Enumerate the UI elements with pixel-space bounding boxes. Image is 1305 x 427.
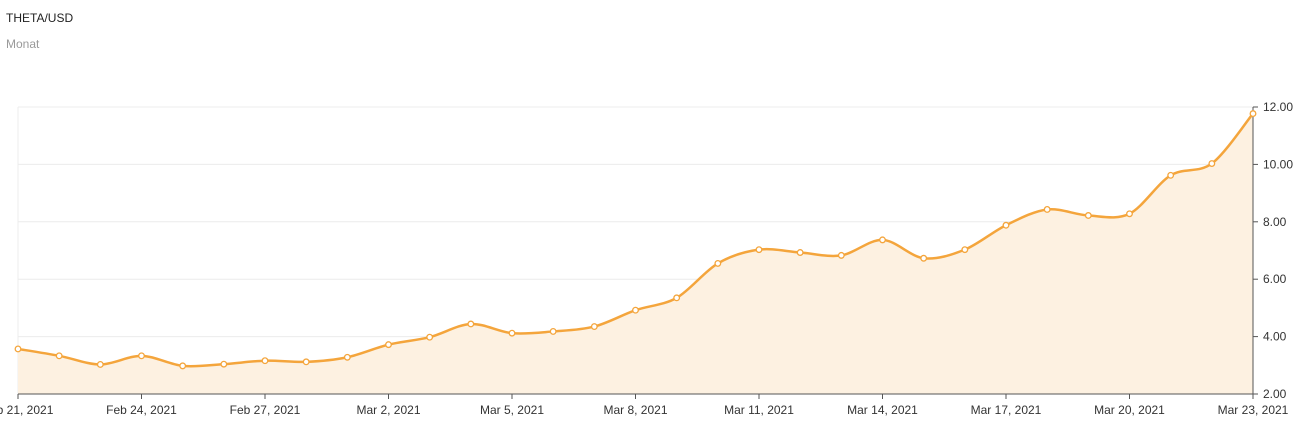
- y-tick-label: 4.00: [1263, 330, 1287, 344]
- data-point[interactable]: [220, 360, 228, 368]
- data-point[interactable]: [879, 236, 886, 244]
- chart-subtitle: Monat: [6, 37, 40, 51]
- data-point[interactable]: [714, 259, 722, 267]
- x-tick-label: Mar 14, 2021: [847, 403, 918, 417]
- x-tick-label: Feb 24, 2021: [106, 403, 177, 417]
- axes: 2.00 4.00 6.00 8.00 10.00 12.00 Feb 21, 2021 Fe…: [0, 100, 1293, 417]
- data-point[interactable]: [508, 329, 516, 337]
- x-tick-label: Mar 2, 2021: [356, 403, 420, 417]
- data-point[interactable]: [632, 306, 639, 314]
- data-point[interactable]: [1002, 221, 1010, 229]
- data-point[interactable]: [302, 358, 310, 366]
- x-tick-label: Mar 11, 2021: [724, 403, 794, 417]
- data-point[interactable]: [1249, 110, 1257, 118]
- data-point[interactable]: [467, 320, 475, 328]
- area-fill: [18, 113, 1253, 394]
- y-tick-label: 10.00: [1263, 157, 1293, 171]
- data-point[interactable]: [14, 345, 22, 353]
- x-tick-label: Mar 23, 2021: [1218, 403, 1289, 417]
- x-tick-label: Mar 5, 2021: [480, 403, 544, 417]
- data-point[interactable]: [426, 333, 434, 341]
- data-point[interactable]: [138, 352, 145, 360]
- data-point[interactable]: [549, 327, 557, 335]
- data-point[interactable]: [96, 360, 104, 368]
- data-points[interactable]: [14, 110, 1257, 370]
- data-point[interactable]: [1167, 171, 1175, 179]
- data-point[interactable]: [261, 357, 269, 365]
- x-tick-label: Mar 8, 2021: [603, 403, 667, 417]
- y-tick-label: 8.00: [1263, 215, 1287, 229]
- data-point[interactable]: [837, 251, 845, 259]
- y-tick-label: 6.00: [1263, 272, 1287, 286]
- data-point[interactable]: [673, 294, 681, 302]
- data-point[interactable]: [920, 254, 928, 262]
- data-point[interactable]: [1084, 212, 1092, 219]
- data-point[interactable]: [1126, 210, 1133, 218]
- x-tick-label: Mar 20, 2021: [1094, 403, 1165, 417]
- data-point[interactable]: [1208, 160, 1216, 167]
- data-point[interactable]: [755, 246, 763, 254]
- x-tick-label: Feb 21, 2021: [0, 403, 54, 417]
- data-point[interactable]: [55, 352, 63, 360]
- y-tick-label: 12.00: [1263, 100, 1293, 114]
- data-point[interactable]: [343, 353, 351, 361]
- data-point[interactable]: [385, 341, 392, 349]
- data-point[interactable]: [961, 246, 969, 254]
- data-point[interactable]: [590, 323, 598, 331]
- data-point[interactable]: [796, 249, 804, 256]
- data-point[interactable]: [179, 362, 187, 370]
- x-tick-label: Feb 27, 2021: [230, 403, 301, 417]
- y-tick-label: 2.00: [1263, 387, 1287, 401]
- chart-title: THETA/USD: [6, 11, 74, 25]
- data-point[interactable]: [1043, 206, 1051, 213]
- x-tick-label: Mar 17, 2021: [971, 403, 1042, 417]
